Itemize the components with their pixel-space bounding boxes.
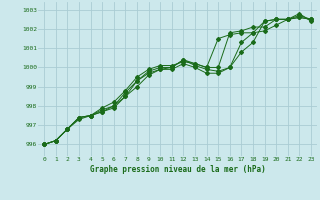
X-axis label: Graphe pression niveau de la mer (hPa): Graphe pression niveau de la mer (hPa) <box>90 165 266 174</box>
